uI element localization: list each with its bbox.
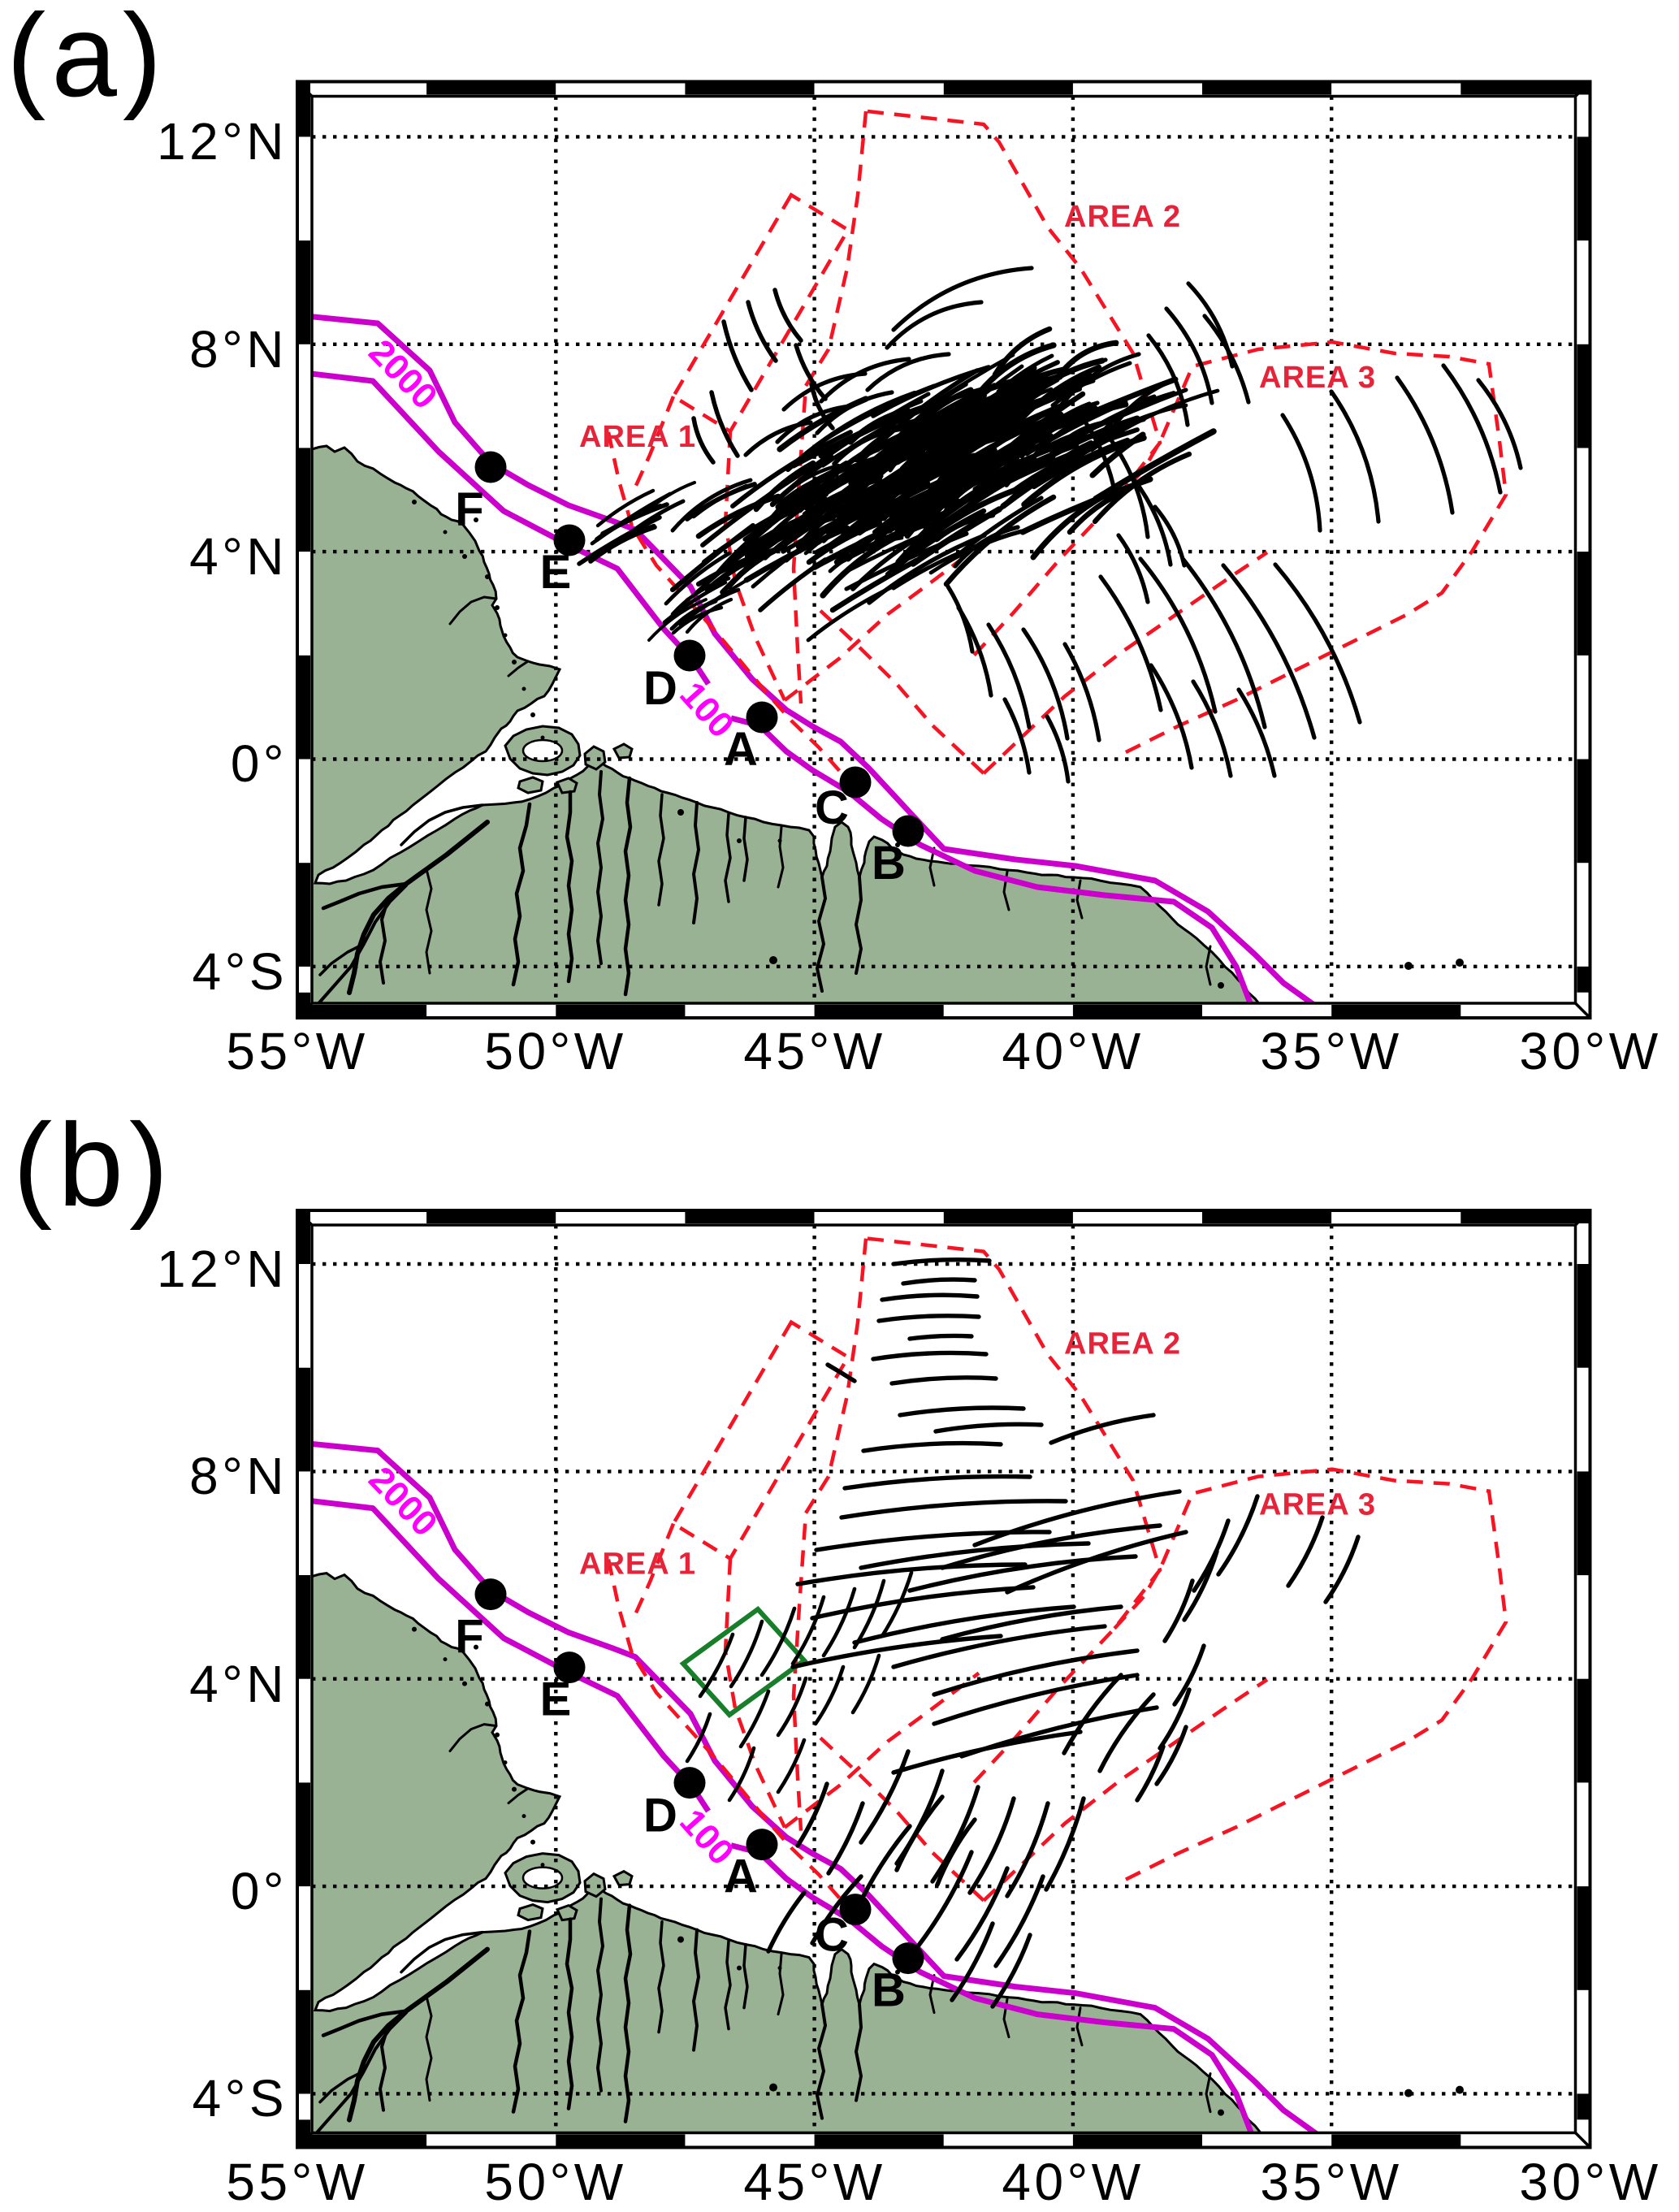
svg-text:F: F	[455, 1611, 483, 1664]
svg-text:12°N: 12°N	[157, 112, 288, 171]
svg-text:B: B	[872, 1964, 906, 2017]
svg-text:AREA 3: AREA 3	[1259, 1488, 1376, 1522]
svg-text:E: E	[540, 1673, 572, 1726]
svg-text:30°W: 30°W	[1519, 1022, 1661, 1080]
svg-text:B: B	[872, 837, 906, 890]
svg-text:40°W: 40°W	[1002, 1022, 1144, 1080]
svg-text:AREA 1: AREA 1	[579, 420, 696, 454]
svg-text:50°W: 50°W	[484, 2153, 626, 2211]
svg-text:8°N: 8°N	[189, 320, 288, 379]
svg-text:4°N: 4°N	[189, 1655, 288, 1713]
svg-text:AREA 2: AREA 2	[1064, 200, 1181, 234]
svg-text:C: C	[815, 1909, 849, 1962]
svg-text:35°W: 35°W	[1260, 2153, 1402, 2211]
svg-text:F: F	[455, 483, 483, 536]
svg-text:AREA 2: AREA 2	[1064, 1327, 1181, 1361]
svg-text:40°W: 40°W	[1002, 2153, 1144, 2211]
svg-text:C: C	[815, 781, 849, 834]
svg-text:0°: 0°	[231, 1862, 288, 1920]
svg-text:4°S: 4°S	[193, 942, 288, 1001]
svg-text:E: E	[540, 546, 572, 599]
svg-text:D: D	[643, 1790, 677, 1842]
svg-text:A: A	[724, 1851, 758, 1903]
svg-text:AREA 3: AREA 3	[1259, 361, 1376, 395]
svg-text:35°W: 35°W	[1260, 1022, 1402, 1080]
svg-text:AREA 1: AREA 1	[579, 1548, 696, 1582]
svg-text:D: D	[643, 662, 677, 715]
svg-text:4°N: 4°N	[189, 527, 288, 586]
svg-text:55°W: 55°W	[226, 2153, 368, 2211]
svg-text:4°S: 4°S	[193, 2069, 288, 2128]
svg-text:45°W: 45°W	[743, 1022, 885, 1080]
svg-text:(b): (b)	[13, 1099, 174, 1231]
svg-text:55°W: 55°W	[226, 1022, 368, 1080]
svg-text:50°W: 50°W	[484, 1022, 626, 1080]
svg-text:8°N: 8°N	[189, 1447, 288, 1505]
svg-text:0°: 0°	[231, 734, 288, 793]
svg-text:45°W: 45°W	[743, 2153, 885, 2211]
svg-text:12°N: 12°N	[157, 1240, 288, 1298]
svg-text:30°W: 30°W	[1519, 2153, 1661, 2211]
svg-text:A: A	[724, 723, 758, 776]
svg-text:(a): (a)	[6, 0, 167, 121]
